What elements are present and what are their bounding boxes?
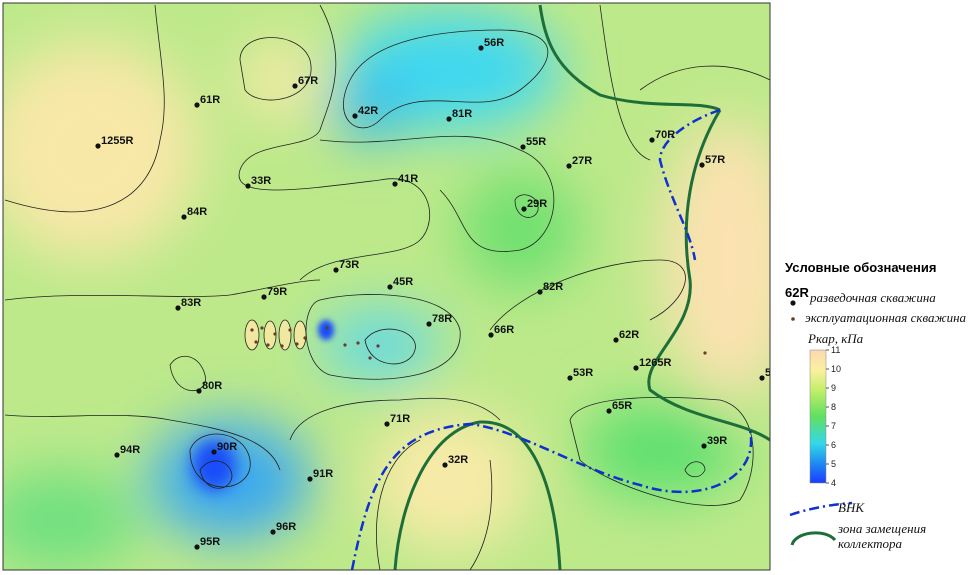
- colorbar-tick-label: 8: [831, 402, 836, 412]
- well-dot: [333, 267, 339, 273]
- colorbar-tick-label: 5: [831, 459, 836, 469]
- well-label: 1265R: [639, 357, 671, 369]
- colorbar-tick-label: 9: [831, 383, 836, 393]
- well-label: 66R: [494, 324, 514, 336]
- well-dot: [194, 544, 200, 550]
- legend-sample-well: 62R: [785, 285, 809, 300]
- well-dot: [606, 408, 612, 414]
- legend-zone-2: коллектора: [838, 536, 902, 551]
- well-dot: [520, 144, 526, 150]
- well-label: 91R: [313, 468, 333, 480]
- well-dot: [245, 183, 251, 189]
- well-dot: [261, 294, 267, 300]
- map-frame: [2, 2, 771, 571]
- well-dot: [442, 462, 448, 468]
- well-dot: [759, 375, 765, 381]
- well-dot: [567, 375, 573, 381]
- well-label: 80R: [202, 380, 222, 392]
- well-label: 78R: [432, 313, 452, 325]
- well-dot: [446, 116, 452, 122]
- well-dot: [270, 529, 276, 535]
- well-label: 57R: [705, 154, 725, 166]
- legend-prod-dot: [791, 317, 795, 321]
- well-label: 42R: [358, 105, 378, 117]
- well-dot: [478, 45, 484, 51]
- legend-title: Условные обозначения: [785, 260, 936, 275]
- colorbar: [809, 349, 827, 484]
- well-dot: [384, 421, 390, 427]
- well-label: 81R: [452, 108, 472, 120]
- map-area: 56R 67R 61R 42R 81R 1255R 55R 70R 27R 57R 33R 41R 29…: [3, 3, 785, 570]
- colorbar-tick-label: 4: [831, 478, 836, 488]
- well-dot: [114, 452, 120, 458]
- well-label: 65R: [612, 400, 632, 412]
- colorbar-tick-label: 11: [831, 345, 840, 355]
- well-label: 90R: [217, 441, 237, 453]
- colorbar-tick-label: 10: [831, 364, 841, 374]
- legend-exploration: разведочная скважина: [809, 290, 936, 305]
- legend-vnk: ВНК: [838, 500, 865, 515]
- colorbar-title: Ркар, кПа: [807, 331, 864, 346]
- well-label: 82R: [543, 281, 563, 293]
- legend-vnk-line: [789, 501, 853, 517]
- well-label: 41R: [398, 173, 418, 185]
- legend-well-dot: [790, 300, 796, 306]
- well-label: 45R: [393, 276, 413, 288]
- legend-production: эксплуатационная скважина: [805, 310, 967, 325]
- well-dot: [181, 214, 187, 220]
- well-dot: [196, 388, 202, 394]
- well-label: 56R: [484, 37, 504, 49]
- well-dot: [566, 163, 572, 169]
- well-dot: [292, 83, 298, 89]
- well-dot: [307, 476, 313, 482]
- well-label: 53R: [573, 367, 593, 379]
- well-label: 27R: [572, 155, 592, 167]
- colorbar-tick-label: 7: [831, 421, 836, 431]
- well-dot: [426, 321, 432, 327]
- well-dot: [537, 289, 543, 295]
- well-dot: [175, 305, 181, 311]
- well-dot: [211, 449, 217, 455]
- well-dot: [633, 365, 639, 371]
- well-label: 55R: [526, 136, 546, 148]
- well-label: 94R: [120, 444, 140, 456]
- well-dot: [392, 181, 398, 187]
- well-label: 67R: [298, 75, 318, 87]
- well-label: 70R: [655, 129, 675, 141]
- well-dot: [613, 337, 619, 343]
- well-label: 32R: [448, 454, 468, 466]
- well-dot: [488, 332, 494, 338]
- legend-zone-1: зона замещения: [837, 521, 926, 536]
- well-label: 33R: [251, 175, 271, 187]
- well-dot: [352, 113, 358, 119]
- well-dot: [521, 206, 527, 212]
- well-label: 95R: [200, 536, 220, 548]
- well-label: 83R: [181, 297, 201, 309]
- well-label: 1255R: [101, 135, 133, 147]
- well-label: 29R: [527, 198, 547, 210]
- well-label: 79R: [267, 286, 287, 298]
- well-dot: [701, 443, 707, 449]
- well-label: 96R: [276, 521, 296, 533]
- well-dot: [699, 162, 705, 168]
- well-dot: [194, 102, 200, 108]
- well-dot: [649, 137, 655, 143]
- legend-zone-line: [790, 531, 837, 546]
- well-label: 39R: [707, 435, 727, 447]
- well-dot: [95, 143, 101, 149]
- well-label: 62R: [619, 329, 639, 341]
- well-dot: [387, 284, 393, 290]
- well-label: 84R: [187, 206, 207, 218]
- well-label: 73R: [339, 259, 359, 271]
- well-label: 71R: [390, 413, 410, 425]
- well-label: 61R: [200, 94, 220, 106]
- well-label: 52R: [765, 367, 785, 379]
- colorbar-tick-label: 6: [831, 440, 836, 450]
